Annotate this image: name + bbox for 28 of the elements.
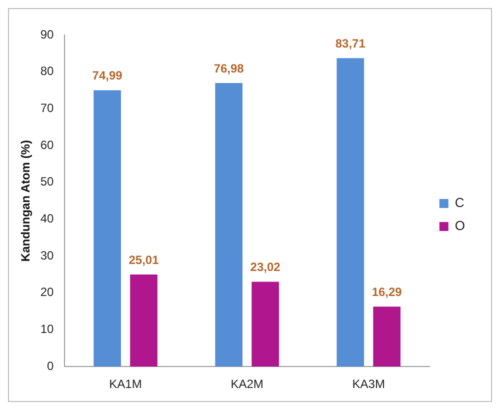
data-label: 23,02 — [250, 260, 281, 274]
legend-label: O — [454, 218, 466, 234]
data-label: 16,29 — [372, 284, 402, 299]
bar — [336, 58, 364, 367]
bar — [373, 306, 401, 367]
y-tick-label: 30 — [40, 248, 54, 262]
bar — [130, 274, 158, 367]
x-tick-label: KA3M — [352, 377, 385, 392]
data-label: 76,98 — [214, 61, 244, 76]
bar — [252, 282, 279, 367]
bar — [94, 90, 121, 367]
data-label: 74,99 — [92, 68, 123, 83]
y-tick-label: 60 — [40, 138, 54, 152]
y-tick-label: 40 — [40, 212, 54, 226]
y-tick-label: 80 — [40, 64, 54, 78]
y-tick-label: 50 — [40, 174, 54, 189]
data-label: 25,01 — [128, 252, 160, 267]
bar — [215, 82, 243, 367]
x-tick-label: KA1M — [109, 377, 142, 392]
y-tick-label: 10 — [40, 322, 54, 336]
y-tick-label: 90 — [40, 27, 54, 42]
x-tick-label: KA2M — [230, 377, 264, 392]
y-tick-label: 70 — [40, 101, 54, 115]
y-axis-title: Kandungan Atom (%) — [18, 140, 33, 262]
legend-label: C — [454, 195, 464, 210]
y-tick-label: 0 — [47, 358, 54, 373]
data-label: 83,71 — [335, 36, 366, 50]
y-tick-label: 20 — [40, 285, 54, 300]
